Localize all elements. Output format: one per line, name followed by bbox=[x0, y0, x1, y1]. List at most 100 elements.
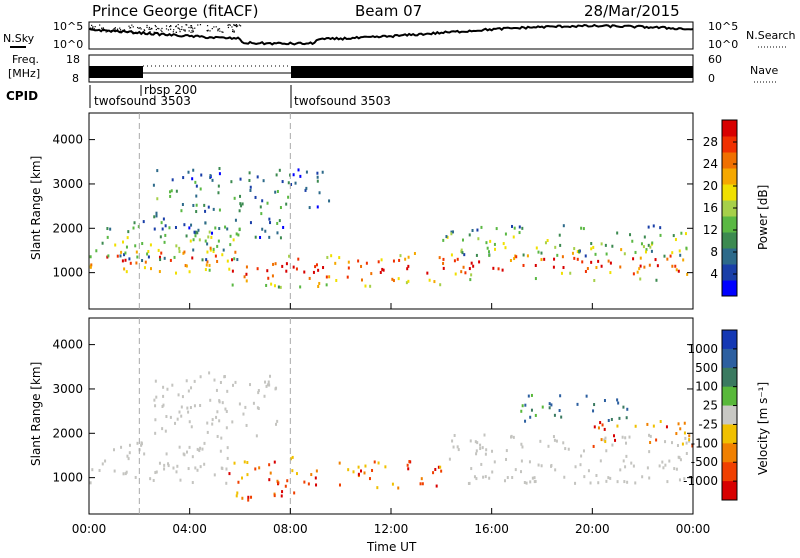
noise-search-dot bbox=[183, 29, 185, 31]
power-cell bbox=[597, 259, 600, 263]
noise-search-dot bbox=[148, 28, 150, 30]
power-cell bbox=[512, 235, 515, 239]
power-cell bbox=[292, 173, 295, 177]
velocity-cell bbox=[178, 410, 181, 414]
power-cell bbox=[160, 221, 163, 225]
velocity-cell bbox=[475, 449, 478, 453]
velocity-cell bbox=[558, 409, 561, 413]
velocity-cell bbox=[284, 484, 287, 488]
power-cell bbox=[328, 199, 331, 203]
velocity-cell bbox=[250, 495, 253, 499]
velocity-cell bbox=[164, 429, 167, 433]
velocity-cell bbox=[188, 420, 191, 424]
velocity-cell bbox=[231, 383, 234, 387]
velocity-cell bbox=[364, 464, 367, 468]
noise-search-dot bbox=[217, 29, 219, 31]
power-cell bbox=[106, 235, 109, 239]
velocity-cell bbox=[574, 465, 577, 469]
power-cell bbox=[326, 255, 329, 259]
velocity-cell bbox=[482, 475, 485, 479]
velocity-cell bbox=[169, 415, 172, 419]
power-cell bbox=[299, 174, 302, 178]
noise-search-dot bbox=[177, 24, 179, 26]
power-cell bbox=[133, 221, 136, 225]
power-cell bbox=[248, 171, 251, 175]
velocity-cell bbox=[225, 426, 228, 430]
power-cell bbox=[442, 238, 445, 242]
noise-panel: N.Sky 10^5 10^0 10^5 10^0 N.Search bbox=[3, 20, 796, 51]
velocity-cell bbox=[488, 476, 491, 480]
velocity-cell bbox=[269, 471, 272, 475]
power-cell bbox=[279, 206, 282, 210]
power-cell bbox=[183, 250, 186, 254]
velocity-cell bbox=[512, 435, 515, 439]
colorbar-tick-label: 500 bbox=[695, 361, 718, 375]
velocity-cell bbox=[524, 403, 527, 407]
power-cell bbox=[590, 260, 593, 264]
power-cell bbox=[157, 248, 160, 252]
colorbar-tick-label: 100 bbox=[695, 380, 718, 394]
power-cell bbox=[194, 234, 197, 238]
power-cell bbox=[469, 278, 472, 282]
velocity-cell bbox=[162, 403, 165, 407]
noise-search-dot bbox=[114, 28, 116, 30]
noise-panel-frame bbox=[88, 21, 694, 50]
velocity-cell bbox=[289, 457, 292, 461]
power-cell bbox=[285, 262, 288, 266]
power-cell bbox=[155, 214, 158, 218]
velocity-cell bbox=[624, 465, 627, 469]
power-cell bbox=[212, 207, 215, 211]
noise-search-dot bbox=[181, 26, 183, 28]
power-cell bbox=[571, 251, 574, 255]
power-cell bbox=[442, 266, 445, 270]
velocity-cell bbox=[525, 481, 528, 485]
power-cell bbox=[264, 229, 267, 233]
power-cell bbox=[647, 243, 650, 247]
velocity-cell bbox=[280, 494, 283, 498]
noise-search-dot bbox=[181, 28, 183, 31]
velocity-cell bbox=[275, 422, 278, 426]
power-cell bbox=[677, 269, 680, 273]
colorbar-swatch bbox=[722, 168, 737, 185]
power-cell bbox=[160, 251, 163, 255]
colorbar-tick-label: 25 bbox=[703, 399, 718, 413]
power-cell bbox=[485, 241, 488, 245]
power-cell bbox=[543, 257, 546, 261]
noise-search-dot bbox=[146, 24, 148, 27]
velocity-cell bbox=[548, 406, 551, 410]
y-tick-label: 2000 bbox=[52, 221, 83, 235]
power-cell bbox=[537, 250, 540, 254]
power-cell bbox=[240, 204, 243, 208]
power-cell bbox=[316, 171, 319, 175]
velocity-cell bbox=[163, 467, 166, 471]
power-cell bbox=[125, 245, 128, 249]
velocity-cell bbox=[206, 421, 209, 425]
velocity-cell bbox=[655, 438, 658, 442]
power-cell bbox=[360, 278, 363, 282]
velocity-cell bbox=[154, 404, 157, 408]
velocity-cell bbox=[352, 470, 355, 474]
power-cell bbox=[678, 249, 681, 253]
velocity-cell bbox=[224, 407, 227, 411]
velocity-cell bbox=[191, 481, 194, 485]
noise-search-dot bbox=[232, 29, 234, 31]
power-cell bbox=[322, 266, 325, 270]
velocity-cell bbox=[457, 448, 460, 452]
time-axis-label: Time UT bbox=[366, 540, 417, 554]
colorbar-swatch bbox=[722, 280, 737, 297]
velocity-cell bbox=[213, 473, 216, 477]
power-cell bbox=[147, 250, 150, 254]
power-cell bbox=[439, 283, 442, 287]
y-tick-label: 4000 bbox=[52, 133, 83, 147]
x-tick-label: 00:00 bbox=[72, 522, 107, 536]
velocity-cell bbox=[265, 384, 268, 388]
power-cell bbox=[562, 266, 565, 270]
noise-search-dot bbox=[129, 27, 132, 29]
power-cell bbox=[134, 244, 137, 248]
power-cell bbox=[584, 254, 587, 258]
power-cell bbox=[314, 265, 317, 269]
noise-search-dot bbox=[165, 25, 168, 27]
velocity-cell bbox=[211, 418, 214, 422]
power-cell bbox=[328, 275, 331, 279]
velocity-cell bbox=[122, 472, 125, 476]
